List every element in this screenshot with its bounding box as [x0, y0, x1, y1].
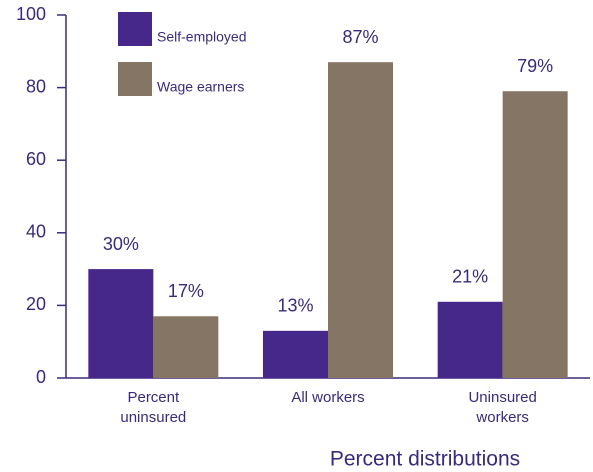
value-label: 21%	[452, 267, 488, 287]
legend-swatch	[118, 62, 152, 96]
y-tick-label: 80	[26, 76, 46, 96]
bar	[263, 330, 328, 378]
bar	[502, 91, 568, 378]
value-label: 13%	[277, 296, 313, 316]
bar	[328, 62, 393, 378]
y-tick-label: 100	[16, 4, 46, 24]
legend-label: Self-employed	[157, 29, 247, 45]
bar	[88, 269, 154, 378]
annotation: Percent distributions	[330, 448, 520, 471]
bar	[437, 301, 503, 378]
x-tick-label: Uninsured workers	[468, 389, 536, 426]
value-label: 17%	[168, 281, 204, 301]
y-tick-label: 0	[36, 367, 46, 387]
value-label: 79%	[517, 56, 553, 76]
value-label: 87%	[342, 27, 378, 47]
y-tick-label: 60	[26, 149, 46, 169]
x-tick-label: Percent uninsured	[120, 389, 186, 426]
value-label: 30%	[103, 234, 139, 254]
y-tick-label: 20	[26, 294, 46, 314]
y-tick-label: 40	[26, 222, 46, 242]
x-tick-label: All workers	[291, 389, 364, 406]
bar	[153, 316, 219, 378]
legend-label: Wage earners	[157, 79, 244, 95]
legend-swatch	[118, 12, 152, 46]
